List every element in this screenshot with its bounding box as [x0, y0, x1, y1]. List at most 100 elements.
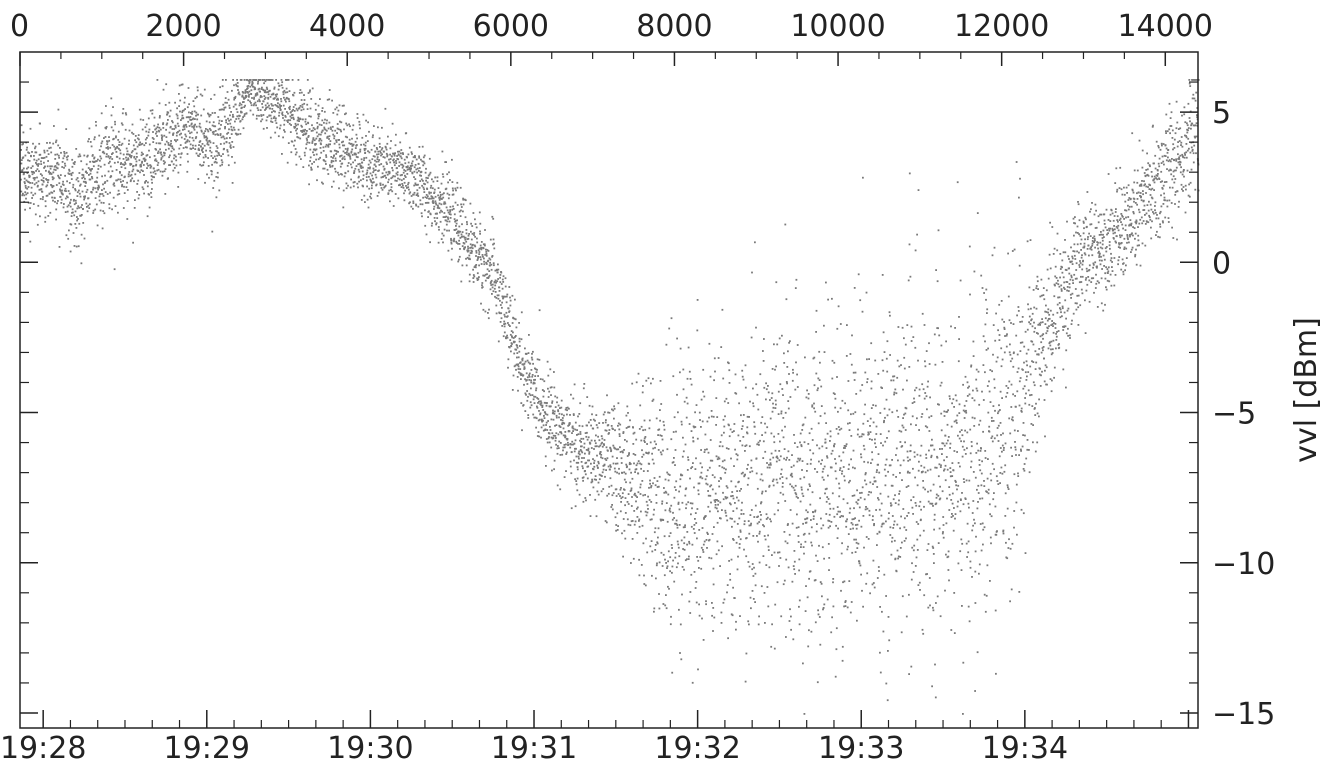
- data-point: [290, 124, 292, 126]
- data-point: [908, 593, 910, 596]
- data-point: [435, 203, 438, 206]
- data-point: [871, 458, 874, 461]
- data-point: [903, 356, 906, 359]
- data-point: [645, 537, 647, 540]
- data-point: [314, 149, 317, 152]
- data-point: [595, 414, 598, 416]
- data-point: [750, 466, 753, 469]
- data-point: [870, 491, 872, 494]
- data-point: [677, 546, 680, 549]
- data-point: [655, 443, 657, 446]
- data-point: [323, 167, 326, 170]
- data-point: [742, 471, 744, 474]
- data-point: [204, 181, 206, 184]
- data-point: [108, 136, 110, 138]
- data-point: [609, 477, 612, 480]
- data-point: [649, 518, 652, 521]
- data-point: [661, 502, 663, 505]
- data-point: [548, 436, 550, 438]
- data-point: [77, 245, 80, 248]
- data-point: [841, 399, 844, 402]
- data-point: [843, 445, 846, 447]
- data-point: [473, 266, 476, 268]
- data-point: [870, 407, 873, 409]
- data-point: [828, 513, 831, 516]
- data-point: [109, 160, 111, 163]
- data-point: [764, 422, 766, 425]
- data-point: [702, 551, 705, 553]
- data-point: [860, 491, 863, 494]
- data-point: [532, 362, 534, 365]
- data-point: [188, 136, 191, 139]
- data-point: [538, 418, 541, 421]
- data-point: [778, 337, 781, 340]
- data-point: [550, 394, 552, 396]
- data-point: [72, 232, 75, 234]
- data-point: [52, 185, 55, 187]
- data-point: [49, 171, 52, 174]
- data-point: [675, 480, 678, 483]
- data-point: [803, 552, 805, 555]
- data-point: [204, 154, 207, 156]
- data-point: [372, 181, 375, 184]
- data-point: [768, 566, 771, 569]
- data-point: [300, 158, 302, 160]
- data-point: [476, 237, 478, 240]
- data-point: [207, 112, 209, 115]
- data-point: [433, 191, 436, 194]
- data-point: [672, 461, 675, 463]
- data-point: [604, 421, 607, 424]
- data-point: [431, 197, 434, 200]
- data-point: [740, 513, 743, 515]
- data-point: [503, 323, 505, 325]
- data-point: [747, 477, 750, 480]
- data-point: [775, 460, 778, 463]
- data-point: [40, 157, 43, 159]
- data-point: [221, 79, 224, 81]
- data-point: [482, 274, 485, 277]
- data-point: [206, 128, 209, 131]
- data-point: [89, 141, 92, 143]
- data-point: [442, 241, 444, 244]
- data-point: [561, 453, 564, 456]
- data-point: [229, 137, 231, 139]
- data-point: [634, 492, 636, 495]
- data-point: [124, 112, 127, 114]
- data-point: [890, 504, 893, 507]
- data-point: [848, 429, 851, 431]
- data-point: [445, 161, 447, 163]
- data-point: [252, 79, 255, 81]
- data-point: [379, 151, 382, 154]
- data-point: [845, 355, 848, 357]
- data-point: [910, 665, 913, 668]
- data-point: [164, 143, 167, 146]
- data-point: [472, 268, 474, 271]
- data-point: [220, 159, 223, 162]
- data-point: [148, 206, 151, 209]
- data-point: [770, 452, 773, 455]
- data-point: [262, 114, 265, 116]
- data-point: [561, 413, 563, 416]
- data-point: [668, 535, 671, 538]
- data-point: [287, 119, 290, 121]
- data-point: [806, 511, 809, 514]
- data-point: [280, 79, 283, 81]
- data-point: [62, 180, 64, 183]
- data-point: [378, 169, 380, 172]
- data-point: [109, 176, 112, 179]
- data-point: [74, 223, 77, 225]
- data-point: [696, 329, 699, 332]
- data-point: [832, 392, 835, 395]
- data-point: [793, 560, 796, 563]
- data-point: [277, 102, 279, 105]
- data-point: [667, 585, 669, 588]
- data-point: [431, 222, 433, 225]
- data-point: [923, 324, 926, 326]
- data-point: [448, 213, 451, 215]
- data-point: [28, 160, 31, 162]
- data-point: [904, 429, 907, 431]
- data-point: [688, 555, 690, 558]
- data-point: [760, 502, 762, 505]
- data-point: [590, 462, 592, 465]
- data-point: [233, 128, 236, 131]
